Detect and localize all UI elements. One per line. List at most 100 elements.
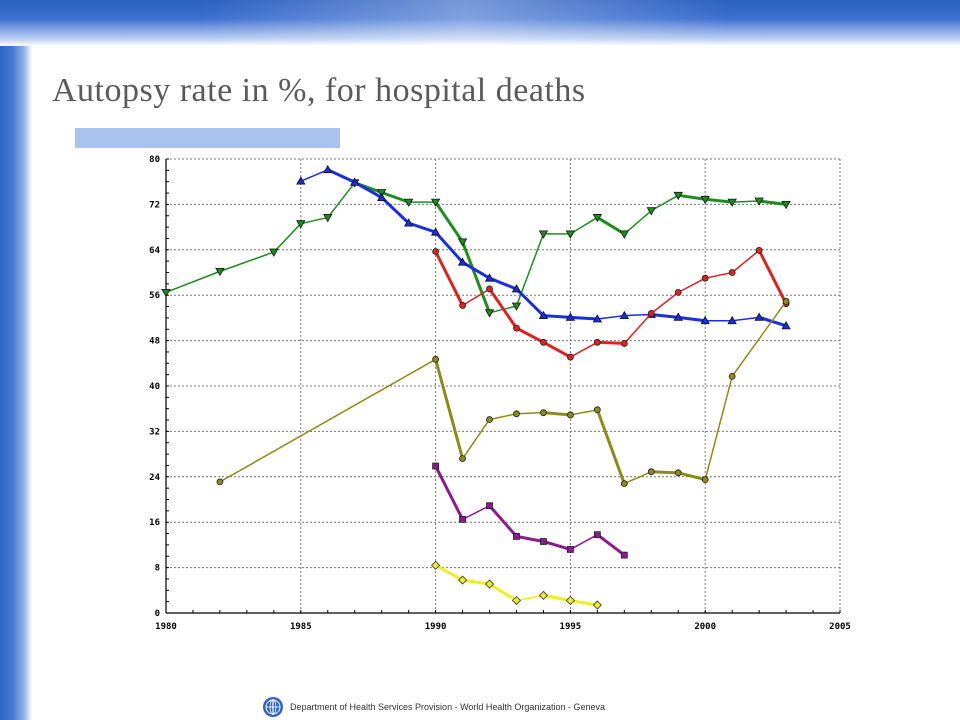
data-point bbox=[619, 230, 630, 239]
data-point bbox=[700, 315, 710, 325]
data-point bbox=[432, 462, 440, 470]
left-decorative-band bbox=[0, 0, 32, 720]
data-point bbox=[511, 595, 522, 606]
series-segment bbox=[434, 563, 465, 582]
x-tick-label: 2000 bbox=[694, 622, 716, 632]
series-segment bbox=[300, 216, 329, 225]
series-segment bbox=[515, 594, 545, 602]
data-point bbox=[701, 274, 709, 282]
data-point bbox=[540, 409, 547, 417]
series-segment bbox=[676, 315, 707, 323]
data-point bbox=[592, 600, 602, 610]
series-segment bbox=[541, 340, 572, 359]
series-segment bbox=[461, 504, 491, 521]
series-segment bbox=[461, 240, 492, 315]
data-point bbox=[403, 218, 414, 227]
top-band-highlight bbox=[200, 0, 960, 46]
data-point bbox=[728, 269, 736, 276]
series-segment bbox=[650, 291, 679, 315]
series-segment bbox=[488, 582, 518, 603]
series-segment bbox=[461, 260, 492, 280]
data-point bbox=[296, 176, 306, 185]
series-segment bbox=[649, 470, 680, 475]
series-segment bbox=[488, 276, 518, 291]
series-segment bbox=[541, 411, 572, 417]
title-underline-bar bbox=[75, 128, 340, 148]
data-point bbox=[673, 191, 683, 201]
data-point bbox=[700, 195, 710, 205]
data-point bbox=[457, 238, 468, 247]
data-point bbox=[567, 353, 574, 361]
data-point bbox=[432, 355, 440, 363]
x-tick-label: 2005 bbox=[829, 622, 851, 632]
data-point bbox=[538, 310, 549, 320]
data-point bbox=[403, 198, 414, 207]
data-point bbox=[592, 214, 603, 223]
series-2 bbox=[296, 164, 791, 330]
series-segment bbox=[676, 471, 707, 482]
series-segment bbox=[514, 287, 545, 318]
chart-grid bbox=[165, 158, 841, 614]
series-segment bbox=[568, 315, 599, 321]
series-segment bbox=[541, 539, 572, 551]
data-point bbox=[484, 309, 495, 318]
data-point bbox=[430, 198, 441, 207]
data-point bbox=[511, 302, 522, 311]
series-segment bbox=[595, 215, 626, 236]
series-segment bbox=[514, 534, 545, 543]
data-point bbox=[754, 197, 764, 206]
y-tick-label: 64 bbox=[149, 246, 160, 256]
data-point bbox=[323, 214, 333, 223]
series-segment bbox=[569, 533, 599, 551]
data-point bbox=[701, 476, 709, 484]
data-point bbox=[674, 469, 682, 477]
series-segment bbox=[514, 326, 545, 344]
series-segment bbox=[461, 418, 491, 460]
data-point bbox=[161, 288, 171, 298]
series-segment bbox=[434, 200, 465, 244]
data-point bbox=[350, 177, 360, 186]
series-segment bbox=[731, 249, 760, 274]
data-point bbox=[538, 230, 549, 239]
data-point bbox=[540, 338, 547, 346]
series-segment bbox=[541, 314, 572, 319]
series-segment bbox=[569, 409, 599, 416]
series-segment bbox=[461, 288, 491, 307]
data-point bbox=[513, 410, 520, 418]
data-point bbox=[673, 312, 683, 321]
y-tick-label: 48 bbox=[149, 337, 160, 347]
x-tick-label: 1995 bbox=[560, 622, 582, 632]
data-point bbox=[323, 164, 333, 174]
data-point bbox=[754, 312, 764, 321]
series-segment bbox=[165, 270, 221, 294]
data-point bbox=[728, 372, 736, 380]
chart-series bbox=[161, 164, 791, 610]
series-segment bbox=[731, 200, 760, 203]
series-segment bbox=[488, 504, 518, 538]
data-point bbox=[216, 478, 224, 486]
series-segment bbox=[623, 470, 653, 485]
series-segment bbox=[677, 277, 706, 294]
series-segment bbox=[676, 193, 707, 201]
series-segment bbox=[407, 221, 438, 234]
data-point bbox=[727, 198, 737, 207]
data-point bbox=[593, 531, 601, 539]
footer-text: Department of Health Services Provision … bbox=[290, 702, 605, 712]
series-segment bbox=[327, 182, 356, 219]
series-segment bbox=[461, 578, 492, 586]
y-tick-label: 8 bbox=[155, 564, 160, 574]
series-segment bbox=[219, 251, 275, 273]
data-point bbox=[781, 321, 791, 330]
chart-tick-labels: 1980 1985 1990 1995 2000 2005 0 8 16 24 32 40 48 56 64… bbox=[149, 155, 851, 632]
footer: Department of Health Services Provision … bbox=[262, 696, 605, 718]
series-segment bbox=[704, 375, 733, 481]
series-3 bbox=[432, 246, 790, 361]
series-segment bbox=[568, 599, 599, 607]
data-point bbox=[593, 406, 601, 414]
series-segment bbox=[623, 312, 653, 345]
slide-title: Autopsy rate in %, for hospital deaths bbox=[52, 72, 586, 109]
data-point bbox=[565, 312, 576, 321]
y-tick-label: 56 bbox=[149, 291, 160, 301]
series-segment bbox=[488, 287, 518, 330]
